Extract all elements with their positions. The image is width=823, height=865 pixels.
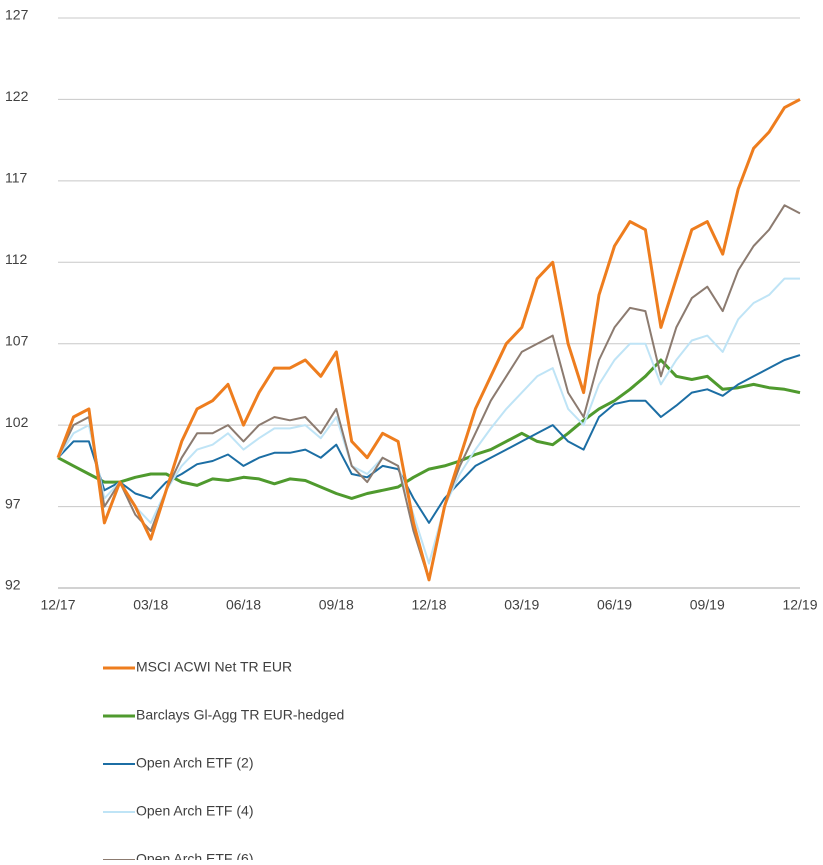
- y-tick-label: 92: [5, 577, 21, 593]
- y-tick-label: 122: [5, 88, 29, 104]
- legend-label: Open Arch ETF (6): [136, 851, 253, 860]
- x-tick-label: 12/19: [782, 597, 817, 613]
- legend-label: Barclays Gl-Agg TR EUR-hedged: [136, 707, 344, 723]
- y-tick-label: 107: [5, 332, 29, 348]
- y-tick-label: 97: [5, 495, 21, 511]
- series-line: [57, 358, 801, 500]
- x-tick-label: 09/19: [690, 597, 725, 613]
- legend-label: Open Arch ETF (2): [136, 755, 253, 771]
- y-tick-label: 112: [5, 251, 28, 267]
- legend-label: MSCI ACWI Net TR EUR: [136, 659, 292, 675]
- x-tick-label: 12/17: [40, 597, 75, 613]
- series-line: [57, 354, 801, 524]
- y-tick-label: 102: [5, 414, 29, 430]
- x-tick-label: 03/18: [133, 597, 168, 613]
- y-tick-label: 127: [5, 7, 29, 23]
- x-tick-label: 06/19: [597, 597, 632, 613]
- y-tick-label: 117: [5, 170, 28, 186]
- legend-label: Open Arch ETF (4): [136, 803, 253, 819]
- x-tick-label: 03/19: [504, 597, 539, 613]
- x-tick-label: 06/18: [226, 597, 261, 613]
- x-tick-label: 12/18: [411, 597, 446, 613]
- series-line: [57, 277, 800, 565]
- series-line: [56, 98, 801, 582]
- x-tick-label: 09/18: [319, 597, 354, 613]
